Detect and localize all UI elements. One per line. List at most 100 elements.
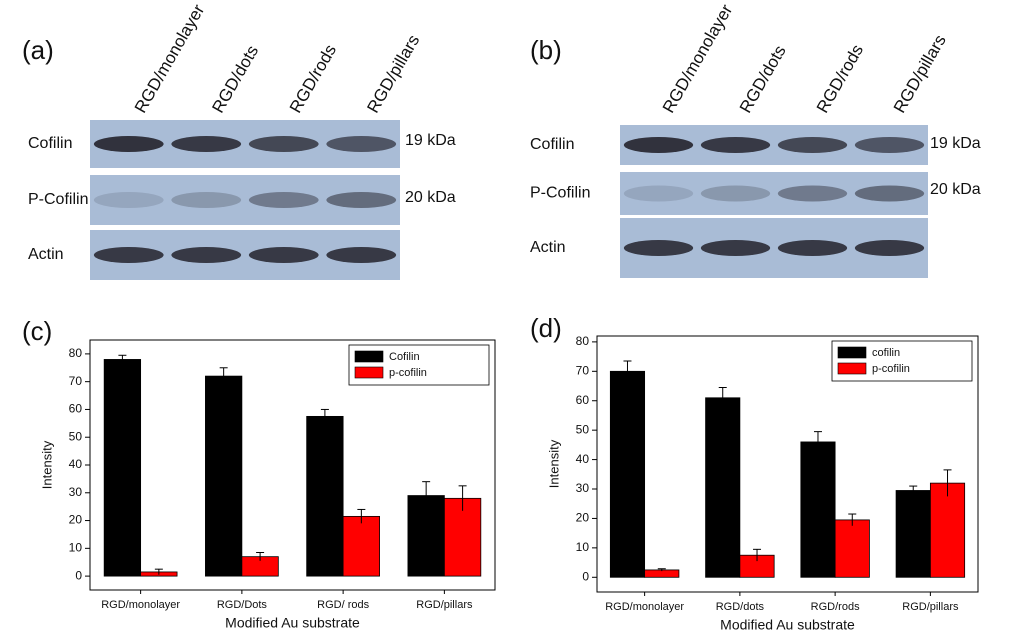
error-bar [154, 568, 163, 575]
error-bar [848, 513, 857, 526]
legend-label: cofilin [872, 347, 900, 359]
x-tick-label: RGD/ rods [317, 599, 369, 611]
blot-band [248, 192, 319, 208]
bar [609, 370, 646, 578]
y-tick-label: 80 [69, 346, 83, 360]
bar [834, 519, 870, 578]
error-bar [422, 481, 431, 510]
y-tick-label: 50 [576, 422, 590, 436]
blot-band [700, 240, 771, 256]
legend-label: p-cofilin [389, 367, 427, 379]
y-tick-label: 20 [69, 513, 83, 527]
bar [306, 415, 344, 577]
row-label: P-Cofilin [28, 191, 88, 208]
y-tick-label: 60 [576, 393, 590, 407]
panel-label: (d) [530, 313, 562, 343]
lane-label: RGD/pillars [890, 31, 950, 116]
panel-label: (a) [22, 35, 54, 65]
error-bar [943, 469, 952, 497]
y-axis-label: Intensity [546, 439, 561, 488]
y-tick-label: 0 [75, 568, 82, 582]
kda-label: 20 kDa [930, 181, 981, 198]
x-tick-label: RGD/pillars [416, 599, 473, 611]
y-tick-label: 10 [69, 541, 83, 555]
kda-label: 20 kDa [405, 189, 456, 206]
error-bar [813, 431, 822, 453]
kda-label: 19 kDa [405, 132, 456, 149]
blot-band [248, 136, 319, 152]
row-label: Cofilin [530, 136, 574, 153]
blot-band [777, 240, 848, 256]
blot-band [854, 240, 925, 256]
legend-swatch [354, 350, 384, 363]
blot-band [623, 240, 694, 256]
blot-band [171, 136, 242, 152]
blot-band [326, 247, 397, 263]
y-tick-label: 30 [576, 481, 590, 495]
x-tick-label: RGD/monolayer [101, 599, 180, 611]
blot-band [326, 192, 397, 208]
blot-band [326, 136, 397, 152]
y-axis-label: Intensity [39, 440, 54, 489]
lane-label: RGD/rods [813, 41, 867, 116]
bar [705, 397, 741, 578]
bar [800, 441, 836, 578]
y-tick-label: 40 [576, 452, 590, 466]
error-bar [357, 508, 366, 524]
kda-label: 19 kDa [930, 135, 981, 152]
panel-label: (b) [530, 35, 562, 65]
bar [895, 490, 931, 578]
error-bar [219, 367, 228, 385]
blot-band [171, 247, 242, 263]
error-bar [458, 485, 467, 511]
error-bar [118, 354, 127, 364]
lane-label: RGD/monolayer [659, 1, 737, 116]
bar [443, 497, 482, 577]
x-tick-label: RGD/Dots [217, 599, 268, 611]
error-bar [256, 552, 265, 561]
y-tick-label: 40 [69, 457, 83, 471]
plot-frame [596, 335, 979, 593]
x-axis-label: Modified Au substrate [225, 615, 360, 631]
lane-label: RGD/pillars [363, 31, 423, 116]
blot-band [93, 136, 164, 152]
blot-band [623, 137, 694, 153]
legend-swatch [837, 362, 867, 375]
y-tick-label: 50 [69, 429, 83, 443]
bar [205, 375, 243, 577]
blot-band [777, 185, 848, 202]
panel-label: (c) [22, 316, 52, 346]
blot-band [93, 192, 164, 208]
y-tick-label: 30 [69, 485, 83, 499]
lane-label: RGD/dots [736, 42, 790, 116]
row-label: Actin [28, 246, 64, 263]
x-axis-label: Modified Au substrate [720, 617, 855, 633]
y-tick-label: 10 [576, 540, 590, 554]
legend-swatch [837, 346, 867, 359]
lane-label: RGD/monolayer [131, 1, 209, 116]
y-tick-label: 60 [69, 402, 83, 416]
blot-band [777, 137, 848, 153]
bar [342, 515, 380, 577]
error-bar [718, 386, 727, 409]
error-bar [753, 548, 762, 562]
y-tick-label: 20 [576, 511, 590, 525]
x-tick-label: RGD/rods [811, 601, 860, 613]
x-tick-label: RGD/monolayer [605, 601, 684, 613]
y-tick-label: 70 [69, 374, 83, 388]
bar [103, 359, 142, 577]
y-tick-label: 70 [576, 363, 590, 377]
row-label: Actin [530, 239, 566, 256]
blot-band [700, 185, 771, 202]
blot-band [700, 137, 771, 153]
error-bar [623, 360, 632, 382]
row-label: P-Cofilin [530, 185, 590, 202]
row-label: Cofilin [28, 135, 72, 152]
legend-label: p-cofilin [872, 363, 910, 375]
blot-band [854, 185, 925, 202]
bar [929, 482, 966, 578]
blot-band [623, 185, 694, 202]
blot-band [93, 247, 164, 263]
lane-label: RGD/dots [208, 42, 262, 116]
